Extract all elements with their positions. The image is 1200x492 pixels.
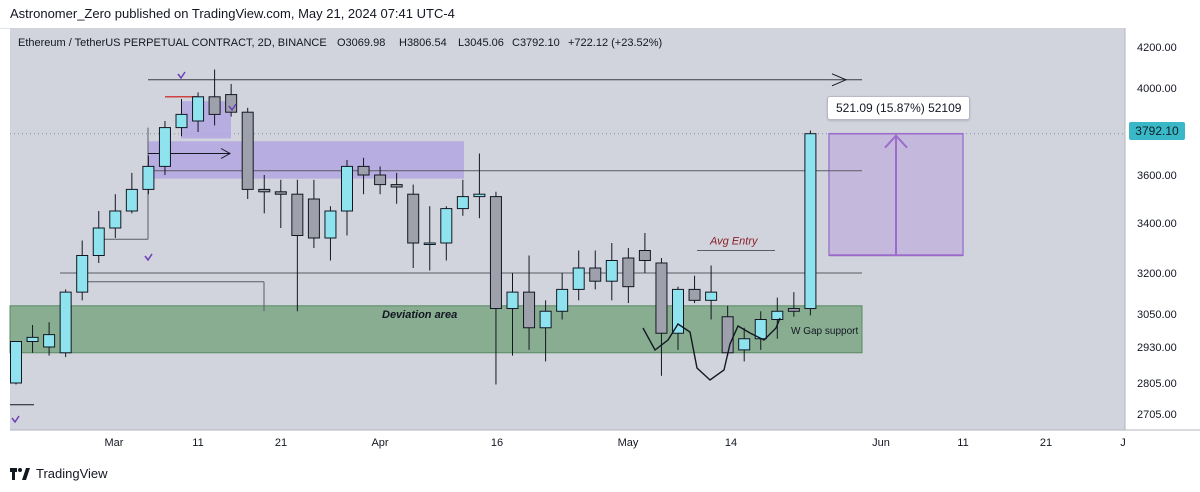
x-tick-label: 11 xyxy=(957,437,968,449)
x-tick-label: May xyxy=(618,437,639,449)
candle-body xyxy=(76,255,89,293)
price-axis-panel xyxy=(1125,28,1200,430)
x-tick-label: Mar xyxy=(105,437,124,449)
ohlc-value: L3045.06 xyxy=(458,37,504,49)
candle-body xyxy=(374,174,387,186)
candle-body xyxy=(109,210,122,229)
candle-body xyxy=(721,316,734,354)
w-gap-support-label: W Gap support xyxy=(791,326,858,337)
candle-body xyxy=(605,260,618,282)
candle-body xyxy=(473,193,486,198)
candle-body xyxy=(638,250,651,261)
deviation-area-label: Deviation area xyxy=(382,309,457,321)
check-marker xyxy=(11,415,20,424)
candle-body xyxy=(324,210,337,239)
avg-entry-label: Avg Entry xyxy=(709,235,759,247)
candle-body xyxy=(589,267,602,282)
candle-body xyxy=(539,310,552,329)
y-tick-label: 3200.00 xyxy=(1137,268,1177,280)
tradingview-brand: TradingView xyxy=(36,466,108,481)
y-tick-label: 2930.00 xyxy=(1137,342,1177,354)
candle-body xyxy=(705,291,718,301)
candle-body xyxy=(407,193,420,244)
candle-body xyxy=(307,198,320,239)
x-tick-label: 21 xyxy=(1040,437,1052,449)
measure-arrow-head xyxy=(884,134,908,149)
y-tick-label: 2805.00 xyxy=(1137,378,1177,390)
candle-body xyxy=(43,334,56,348)
candle-body xyxy=(175,113,188,129)
x-tick-label: 11 xyxy=(192,437,203,449)
candle-body xyxy=(357,165,370,176)
candle-body xyxy=(274,191,287,195)
candle-body xyxy=(672,288,684,334)
candle-body xyxy=(456,196,469,210)
candle-body xyxy=(688,288,701,301)
y-tick-label: 2705.00 xyxy=(1137,409,1177,421)
candle-body xyxy=(489,196,502,310)
candle-body xyxy=(572,267,585,290)
candle-body xyxy=(142,165,155,190)
w-pattern-curve xyxy=(642,317,781,381)
candle-body xyxy=(771,310,784,320)
candle-body xyxy=(506,291,519,310)
candle-body xyxy=(258,188,271,193)
candle-body xyxy=(92,227,105,256)
candle-body xyxy=(26,336,39,342)
candle-body xyxy=(738,338,751,351)
measure-label: 521.09 (15.87%) 52109 xyxy=(827,96,971,120)
x-tick-label: 16 xyxy=(491,437,503,449)
deviation-zone xyxy=(9,305,863,354)
chart-title: Ethereum / TetherUS PERPETUAL CONTRACT, … xyxy=(18,37,327,49)
ohlc-value: +722.12 (+23.52%) xyxy=(568,37,662,49)
small-purple-zone xyxy=(181,101,231,139)
ohlc-value: O3069.98 xyxy=(337,37,385,49)
publish-header: Astronomer_Zero published on TradingView… xyxy=(0,0,1200,28)
candle-body xyxy=(523,291,536,329)
ohlc-value: H3806.54 xyxy=(399,37,447,49)
tradingview-logo[interactable]: TradingView xyxy=(10,466,108,481)
last-price-label: 3792.10 xyxy=(1129,122,1185,140)
candle-body xyxy=(59,291,72,354)
candle-body xyxy=(208,96,221,115)
ohlc-value: C3792.10 xyxy=(512,37,560,49)
candle-body xyxy=(341,165,353,212)
high-line-arrow xyxy=(831,73,848,87)
check-marker xyxy=(228,103,237,112)
candle-body xyxy=(787,308,800,312)
x-tick-label: 21 xyxy=(275,437,287,449)
candle-body xyxy=(192,96,205,122)
supply-zone xyxy=(148,141,464,179)
x-tick-label: Jun xyxy=(872,437,890,449)
y-tick-label: 3600.00 xyxy=(1137,170,1177,182)
candle-body xyxy=(125,188,138,212)
x-tick-label: Apr xyxy=(371,437,388,449)
break-arrow-head xyxy=(220,148,232,159)
y-tick-label: 4200.00 xyxy=(1137,42,1177,54)
y-tick-label: 4000.00 xyxy=(1137,83,1177,95)
candle-body xyxy=(655,262,668,334)
candlestick-chart[interactable]: Ethereum / TetherUS PERPETUAL CONTRACT, … xyxy=(0,28,1200,458)
candle-body xyxy=(622,257,635,288)
check-marker xyxy=(177,71,186,80)
footer: TradingView xyxy=(0,458,1200,492)
candle-body xyxy=(241,111,254,190)
candle-body xyxy=(225,94,238,113)
candle-body xyxy=(440,208,453,244)
candle-body xyxy=(804,133,817,310)
x-tick-label: J xyxy=(1120,437,1126,449)
candle-body xyxy=(10,341,22,384)
candle-body xyxy=(291,193,304,236)
publish-info: Astronomer_Zero published on TradingView… xyxy=(10,6,455,21)
y-tick-label: 3050.00 xyxy=(1137,309,1177,321)
y-tick-label: 3400.00 xyxy=(1137,218,1177,230)
check-marker xyxy=(144,253,153,262)
candle-body xyxy=(158,127,171,167)
candle-body xyxy=(556,288,569,312)
x-tick-label: 14 xyxy=(725,437,737,449)
candle-body xyxy=(423,242,436,245)
candle-body xyxy=(390,184,403,188)
tradingview-logo-icon xyxy=(10,467,30,480)
